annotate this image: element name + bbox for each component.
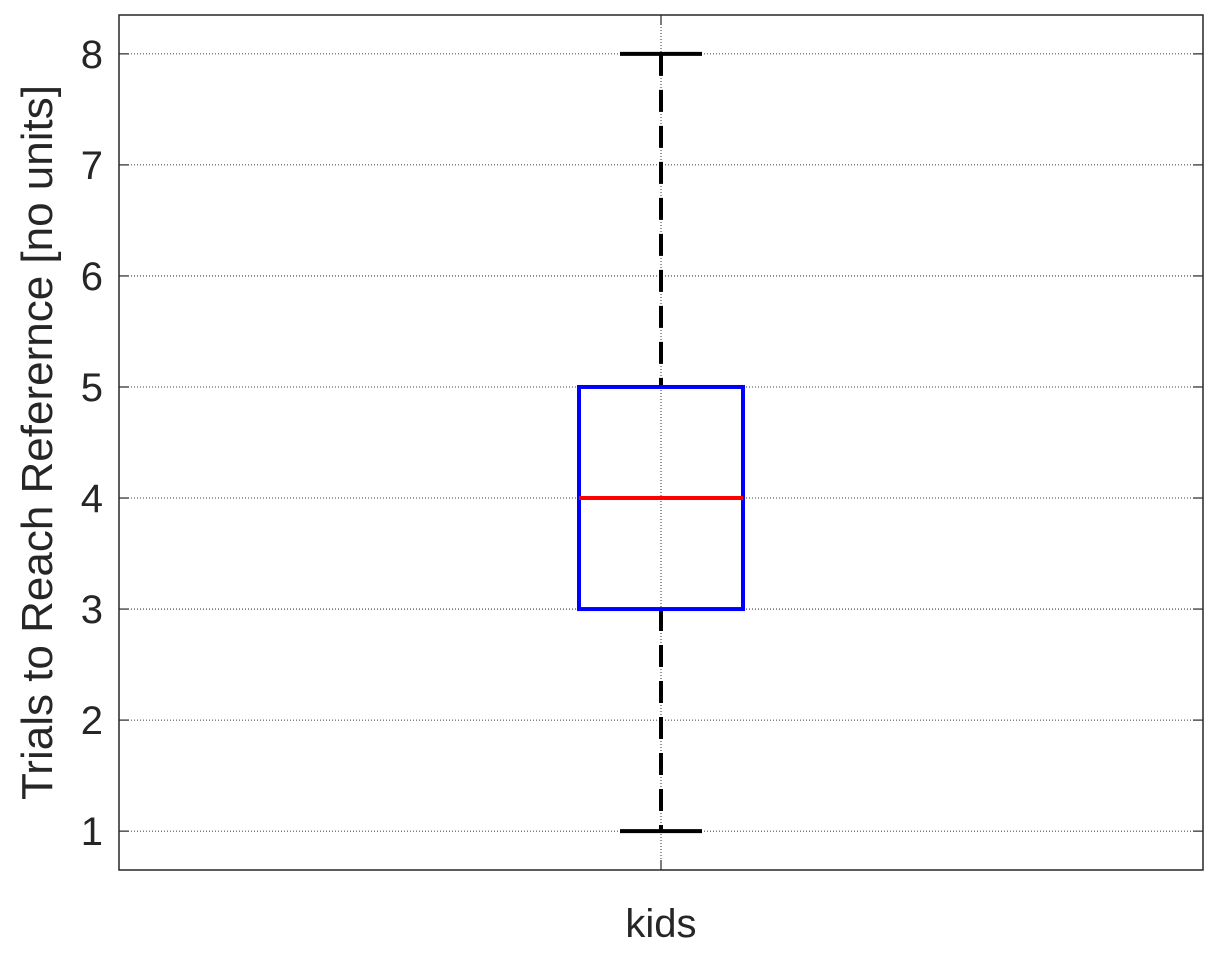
- y-tick-label: 2: [81, 699, 103, 743]
- y-tick-labels: 1 2 3 4 5 6 7 8: [81, 33, 1203, 854]
- y-tick-label: 3: [81, 588, 103, 632]
- box-layer: [577, 51, 745, 834]
- x-tick-label: kids: [625, 902, 696, 946]
- y-axis-label: Trials to Reach Referernce [no units]: [13, 85, 62, 800]
- x-tick-labels: kids: [625, 15, 697, 946]
- y-tick-label: 7: [81, 144, 103, 188]
- y-tick-label: 4: [81, 477, 103, 521]
- y-tick-label: 5: [81, 366, 103, 410]
- y-tick-label: 8: [81, 33, 103, 77]
- y-tick-label: 6: [81, 255, 103, 299]
- grid-lines: [119, 15, 1203, 870]
- y-tick-label: 1: [81, 810, 103, 854]
